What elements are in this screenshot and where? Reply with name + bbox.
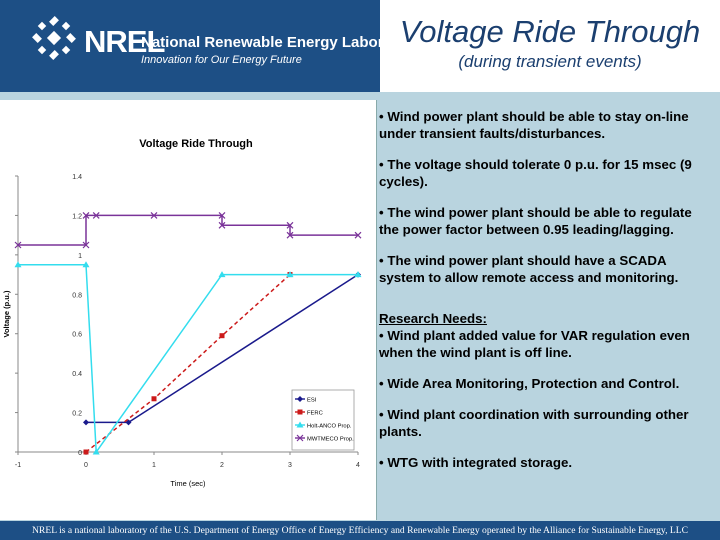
- x-tick-label: 1: [152, 462, 156, 469]
- org-tagline: Innovation for Our Energy Future: [141, 54, 302, 66]
- y-tick-label: 0.2: [72, 411, 82, 418]
- research-needs-heading: Research Needs:: [379, 311, 487, 326]
- data-point: [14, 241, 22, 249]
- research-item: • Wide Area Monitoring, Protection and C…: [379, 376, 680, 391]
- data-point: [92, 448, 100, 455]
- data-point: [125, 419, 132, 426]
- data-point: [82, 212, 90, 219]
- y-tick-label: 0.8: [72, 292, 82, 299]
- data-point: [218, 221, 226, 229]
- legend-label: Holt-ANCO Prop.: [307, 424, 352, 430]
- slide-title: Voltage Ride Through: [399, 14, 701, 49]
- data-point: [14, 261, 22, 268]
- bullet-item: • The voltage should tolerate 0 p.u. for…: [379, 157, 692, 189]
- chart-title: Voltage Ride Through: [139, 138, 253, 150]
- chart-panel: Voltage Ride Through 0 0.2 0.4 0.6 0.8 1 1.2 1.4…: [0, 100, 377, 520]
- series-line: [18, 263, 358, 455]
- y-tick-label: 1.4: [72, 174, 82, 181]
- research-item: • Wind plant coordination with surroundi…: [379, 407, 689, 439]
- data-point: [218, 212, 226, 219]
- title-box: Voltage Ride Through (during transient e…: [380, 0, 720, 92]
- x-tick-label: 3: [288, 462, 292, 469]
- bullet-item: • The wind power plant should be able to…: [379, 205, 692, 237]
- footer-bar: NREL is a national laboratory of the U.S…: [0, 521, 720, 540]
- data-point: [286, 221, 294, 229]
- data-point: [92, 212, 100, 219]
- x-tick-label: 0: [84, 462, 88, 469]
- bullet-item: • Wind power plant should be able to sta…: [379, 109, 689, 141]
- data-point: [296, 421, 304, 428]
- data-point: [219, 333, 225, 339]
- data-point: [218, 271, 226, 278]
- legend-label: ESI: [307, 398, 317, 404]
- data-point: [82, 241, 90, 249]
- data-point: [83, 449, 89, 455]
- x-axis-label: Time (sec): [170, 479, 206, 488]
- research-item: • Wind plant added value for VAR regulat…: [379, 328, 690, 360]
- logo-wordmark: NREL: [84, 24, 165, 59]
- voltage-ride-through-chart: Voltage Ride Through 0 0.2 0.4 0.6 0.8 1 1.2 1.4…: [2, 138, 362, 488]
- research-needs-block: Research Needs: • Wind plant added value…: [379, 310, 711, 361]
- slide-subtitle: (during transient events): [458, 52, 642, 71]
- data-point: [286, 271, 294, 278]
- y-tick-label: 1.2: [72, 213, 82, 220]
- data-point: [354, 271, 362, 278]
- bullet-list: • Wind power plant should be able to sta…: [379, 108, 711, 485]
- org-name: National Renewable Energy Laboratory: [141, 34, 421, 51]
- header-bar: NREL National Renewable Energy Laborator…: [0, 0, 720, 92]
- data-point: [83, 419, 89, 426]
- data-point: [150, 212, 158, 219]
- y-tick-label: 0: [78, 450, 82, 457]
- data-point: [286, 231, 294, 239]
- y-tick-label: 0.4: [72, 371, 82, 378]
- data-point: [151, 396, 157, 402]
- series-line: [85, 274, 291, 453]
- data-point: [82, 261, 90, 268]
- data-point: [297, 409, 303, 415]
- legend-label: FERC: [307, 411, 323, 417]
- research-item: • WTG with integrated storage.: [379, 455, 573, 470]
- legend-label: MWTMECO Prop.: [307, 437, 354, 443]
- y-axis-label: Voltage (p.u.): [2, 290, 11, 337]
- footer-text: NREL is a national laboratory of the U.S…: [32, 525, 688, 536]
- data-point: [297, 396, 303, 402]
- y-tick-label: 1: [78, 253, 82, 260]
- series-line: [18, 214, 358, 246]
- x-tick-label: 4: [356, 462, 360, 469]
- x-tick-label: 2: [220, 462, 224, 469]
- y-tick-label: 0.6: [72, 332, 82, 339]
- x-tick-label: -1: [15, 462, 21, 469]
- data-point: [354, 231, 362, 239]
- nrel-sunburst-logo-icon: [32, 16, 76, 60]
- bullet-item: • The wind power plant should have a SCA…: [379, 253, 679, 285]
- data-point: [296, 434, 304, 442]
